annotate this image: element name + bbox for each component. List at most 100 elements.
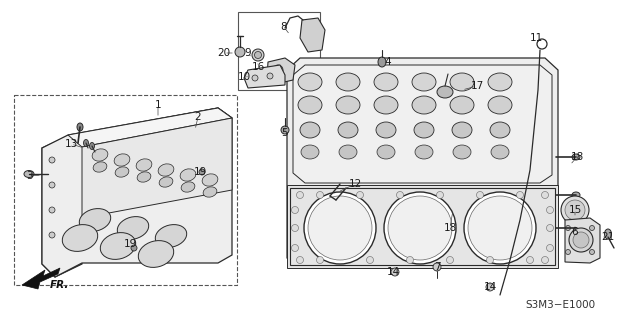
Text: 13: 13 bbox=[64, 139, 78, 149]
Circle shape bbox=[304, 192, 376, 264]
Polygon shape bbox=[68, 108, 232, 147]
Circle shape bbox=[49, 232, 55, 238]
Ellipse shape bbox=[339, 145, 357, 159]
Ellipse shape bbox=[117, 217, 149, 239]
Text: 9: 9 bbox=[245, 48, 251, 58]
Circle shape bbox=[547, 225, 554, 231]
Circle shape bbox=[388, 196, 452, 260]
Ellipse shape bbox=[376, 122, 396, 138]
Polygon shape bbox=[300, 18, 325, 52]
Circle shape bbox=[281, 126, 289, 134]
Text: 6: 6 bbox=[572, 227, 578, 237]
Ellipse shape bbox=[115, 167, 129, 177]
Text: 21: 21 bbox=[602, 232, 614, 242]
Circle shape bbox=[49, 157, 55, 163]
Ellipse shape bbox=[100, 233, 136, 260]
Ellipse shape bbox=[202, 174, 218, 186]
Ellipse shape bbox=[300, 122, 320, 138]
Text: 17: 17 bbox=[470, 81, 484, 91]
Ellipse shape bbox=[92, 149, 108, 161]
Circle shape bbox=[590, 250, 595, 254]
Polygon shape bbox=[565, 218, 600, 263]
Circle shape bbox=[565, 250, 570, 254]
Ellipse shape bbox=[158, 164, 174, 176]
Ellipse shape bbox=[336, 73, 360, 91]
Text: 18: 18 bbox=[570, 152, 584, 162]
Circle shape bbox=[486, 283, 494, 291]
Circle shape bbox=[561, 196, 589, 224]
Bar bbox=[238, 12, 320, 90]
Text: 15: 15 bbox=[568, 205, 582, 215]
Circle shape bbox=[131, 245, 137, 251]
Ellipse shape bbox=[159, 177, 173, 187]
Ellipse shape bbox=[415, 145, 433, 159]
Circle shape bbox=[565, 226, 570, 230]
Circle shape bbox=[517, 191, 524, 198]
Circle shape bbox=[447, 257, 454, 263]
Ellipse shape bbox=[336, 96, 360, 114]
Circle shape bbox=[49, 207, 55, 213]
Circle shape bbox=[396, 191, 403, 198]
Ellipse shape bbox=[155, 225, 187, 247]
Circle shape bbox=[235, 47, 245, 57]
Ellipse shape bbox=[79, 209, 111, 231]
Ellipse shape bbox=[374, 73, 398, 91]
Text: S3M3−E1000: S3M3−E1000 bbox=[525, 300, 595, 310]
Ellipse shape bbox=[77, 123, 83, 131]
Text: 8: 8 bbox=[281, 22, 287, 32]
Circle shape bbox=[252, 49, 264, 61]
Text: 18: 18 bbox=[443, 223, 457, 233]
Ellipse shape bbox=[89, 142, 94, 149]
Ellipse shape bbox=[203, 187, 217, 197]
Circle shape bbox=[391, 268, 399, 276]
Circle shape bbox=[292, 206, 299, 213]
Circle shape bbox=[487, 257, 494, 263]
Ellipse shape bbox=[378, 57, 386, 67]
Circle shape bbox=[436, 191, 443, 198]
Ellipse shape bbox=[572, 154, 580, 160]
Polygon shape bbox=[42, 136, 82, 277]
Circle shape bbox=[547, 206, 554, 213]
Text: 3: 3 bbox=[26, 171, 33, 181]
Ellipse shape bbox=[136, 159, 152, 171]
Circle shape bbox=[252, 75, 258, 81]
Ellipse shape bbox=[488, 73, 512, 91]
Ellipse shape bbox=[453, 145, 471, 159]
Circle shape bbox=[573, 232, 589, 248]
Ellipse shape bbox=[374, 96, 398, 114]
Text: 12: 12 bbox=[348, 179, 362, 189]
Text: 14: 14 bbox=[484, 282, 496, 292]
Text: 2: 2 bbox=[195, 112, 202, 122]
Ellipse shape bbox=[452, 122, 472, 138]
Polygon shape bbox=[42, 108, 232, 277]
Ellipse shape bbox=[93, 162, 107, 172]
Ellipse shape bbox=[572, 192, 580, 198]
Ellipse shape bbox=[412, 73, 436, 91]
Circle shape bbox=[199, 169, 205, 175]
Ellipse shape bbox=[338, 122, 358, 138]
Ellipse shape bbox=[437, 86, 453, 98]
Text: 16: 16 bbox=[251, 62, 265, 72]
Circle shape bbox=[384, 192, 456, 264]
Polygon shape bbox=[22, 268, 60, 289]
Circle shape bbox=[292, 244, 299, 252]
Circle shape bbox=[542, 257, 549, 263]
Polygon shape bbox=[82, 118, 232, 218]
Circle shape bbox=[292, 225, 299, 231]
Ellipse shape bbox=[181, 182, 195, 192]
Ellipse shape bbox=[604, 229, 611, 239]
Ellipse shape bbox=[450, 96, 474, 114]
Text: 19: 19 bbox=[193, 167, 207, 177]
Text: 7: 7 bbox=[434, 262, 440, 272]
Circle shape bbox=[308, 196, 372, 260]
Circle shape bbox=[565, 200, 585, 220]
Polygon shape bbox=[244, 65, 285, 88]
Polygon shape bbox=[293, 65, 552, 183]
Ellipse shape bbox=[180, 169, 196, 181]
Polygon shape bbox=[267, 58, 295, 83]
Text: 4: 4 bbox=[385, 57, 391, 67]
Circle shape bbox=[433, 263, 441, 271]
Circle shape bbox=[542, 191, 549, 198]
Text: 11: 11 bbox=[530, 33, 543, 43]
Polygon shape bbox=[68, 108, 232, 147]
